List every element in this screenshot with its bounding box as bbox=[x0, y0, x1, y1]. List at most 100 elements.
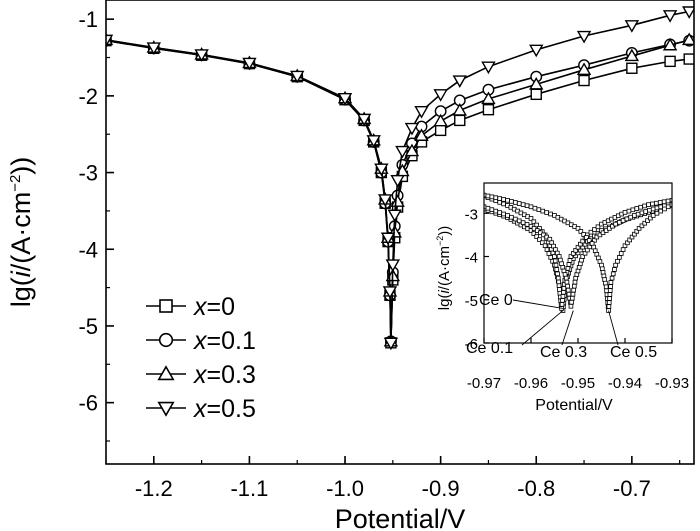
main-data-point bbox=[146, 42, 162, 55]
inset-data-point bbox=[570, 291, 576, 297]
inset-data-point bbox=[575, 226, 581, 231]
inset-data-point bbox=[665, 198, 671, 204]
inset-data-point bbox=[620, 247, 626, 252]
main-data-point bbox=[481, 61, 496, 75]
inset-data-point bbox=[639, 210, 645, 216]
inset-data-point bbox=[634, 228, 640, 234]
main-data-point bbox=[395, 145, 410, 159]
inset-data-point bbox=[607, 296, 612, 301]
inset-data-point bbox=[575, 250, 581, 256]
inset-x-tick-label: -0.94 bbox=[608, 375, 642, 392]
main-data-point bbox=[662, 37, 678, 51]
main-data-point bbox=[106, 34, 114, 48]
inset-data-point bbox=[560, 294, 566, 299]
inset-data-point bbox=[563, 275, 569, 281]
inset-data-point bbox=[588, 229, 594, 235]
inset-data-point bbox=[520, 202, 526, 207]
legend-entry-3: x=0.5 bbox=[146, 395, 256, 423]
inset-data-point bbox=[534, 222, 539, 228]
inset-data-point bbox=[607, 292, 613, 297]
inset-data-point bbox=[497, 196, 502, 201]
main-data-point bbox=[664, 55, 676, 68]
inset-annotations: Ce 0 Ce 0.1 Ce 0.3 Ce 0.5 bbox=[466, 292, 657, 361]
inset-data-point bbox=[539, 240, 545, 245]
main-data-point bbox=[578, 74, 590, 87]
inset-data-point bbox=[617, 255, 622, 260]
inset-data-point bbox=[620, 218, 626, 223]
main-data-point bbox=[242, 57, 257, 71]
inset-data-point bbox=[584, 235, 589, 240]
legend-entry-0: x=0 bbox=[146, 293, 235, 321]
main-data-point bbox=[481, 91, 496, 105]
inset-data-point bbox=[630, 207, 636, 213]
main-data-point bbox=[682, 6, 694, 19]
inset-x-tick-label: -0.95 bbox=[561, 375, 595, 392]
legend-marker bbox=[158, 332, 174, 348]
legend-label: x=0 bbox=[193, 293, 235, 321]
inset-data-point bbox=[556, 283, 562, 289]
inset-series-1 bbox=[484, 193, 672, 311]
inset-data-point bbox=[650, 206, 656, 212]
inset-data-point bbox=[505, 197, 510, 203]
inset-data-point bbox=[509, 214, 514, 220]
main-y-tick-label: -1 bbox=[78, 7, 98, 32]
inset-data-point bbox=[568, 254, 574, 259]
legend-label-var: x bbox=[193, 327, 208, 355]
inset-data-point bbox=[565, 266, 571, 271]
inset-data-point bbox=[603, 284, 609, 290]
main-data-point bbox=[414, 128, 429, 141]
annotation-leader bbox=[561, 310, 574, 346]
inset-data-point bbox=[513, 200, 518, 205]
inset-data-point bbox=[532, 205, 538, 211]
main-y-tick-label: -6 bbox=[78, 391, 98, 416]
annotation-label: Ce 0.3 bbox=[540, 344, 587, 361]
inset-data-point bbox=[580, 238, 585, 244]
inset-x-tick-label: -0.96 bbox=[514, 375, 548, 392]
annotation-leader bbox=[608, 310, 619, 346]
inset-data-point bbox=[537, 237, 542, 242]
main-data-point bbox=[337, 92, 353, 106]
main-data-point bbox=[626, 62, 638, 74]
main-data-point bbox=[433, 113, 448, 127]
inset-data-point bbox=[586, 238, 592, 243]
inset-data-point bbox=[654, 205, 660, 211]
inset-data-point bbox=[615, 258, 620, 264]
main-x-tick-label: -0.8 bbox=[517, 476, 555, 501]
inset-data-point bbox=[528, 204, 534, 210]
inset-x-axis-title: Potential/V bbox=[535, 397, 613, 414]
main-series-group bbox=[106, 6, 694, 351]
legend-label-value: =0 bbox=[207, 293, 236, 321]
inset-data-point bbox=[534, 234, 539, 239]
main-data-point bbox=[390, 175, 405, 188]
main-legend: x=0x=0.1x=0.3x=0.5 bbox=[146, 293, 256, 423]
main-data-point bbox=[662, 10, 678, 23]
main-y-tick-label: -3 bbox=[78, 161, 98, 186]
main-data-point bbox=[529, 76, 544, 90]
main-plot-frame bbox=[105, 0, 695, 465]
main-data-point bbox=[482, 103, 495, 116]
inset-data-point bbox=[513, 216, 518, 222]
annotation-leader bbox=[521, 310, 564, 346]
inset-data-point bbox=[548, 255, 554, 260]
inset-data-point bbox=[622, 210, 628, 215]
inset-data-point bbox=[505, 213, 510, 218]
legend-label-var: x bbox=[193, 293, 208, 321]
inset-data-point bbox=[650, 213, 656, 218]
main-data-point bbox=[404, 143, 420, 157]
inset-data-point bbox=[635, 211, 641, 217]
inset-data-point bbox=[592, 227, 597, 232]
annotation-label: Ce 0.1 bbox=[466, 340, 513, 357]
inset-data-point bbox=[632, 213, 637, 218]
legend-entry-2: x=0.3 bbox=[146, 361, 256, 389]
main-data-point bbox=[390, 194, 405, 207]
inset-data-point bbox=[629, 234, 635, 240]
inset-data-point bbox=[568, 303, 574, 309]
inset-data-point bbox=[609, 275, 615, 281]
main-data-point bbox=[290, 70, 305, 84]
inset-annotation-1: Ce 0.1 bbox=[466, 310, 564, 357]
inset-data-point bbox=[509, 199, 514, 204]
inset-data-point bbox=[561, 286, 567, 291]
main-data-point bbox=[452, 75, 467, 88]
inset-y-tick-label: -5 bbox=[465, 293, 478, 310]
inset-data-point bbox=[569, 295, 575, 301]
